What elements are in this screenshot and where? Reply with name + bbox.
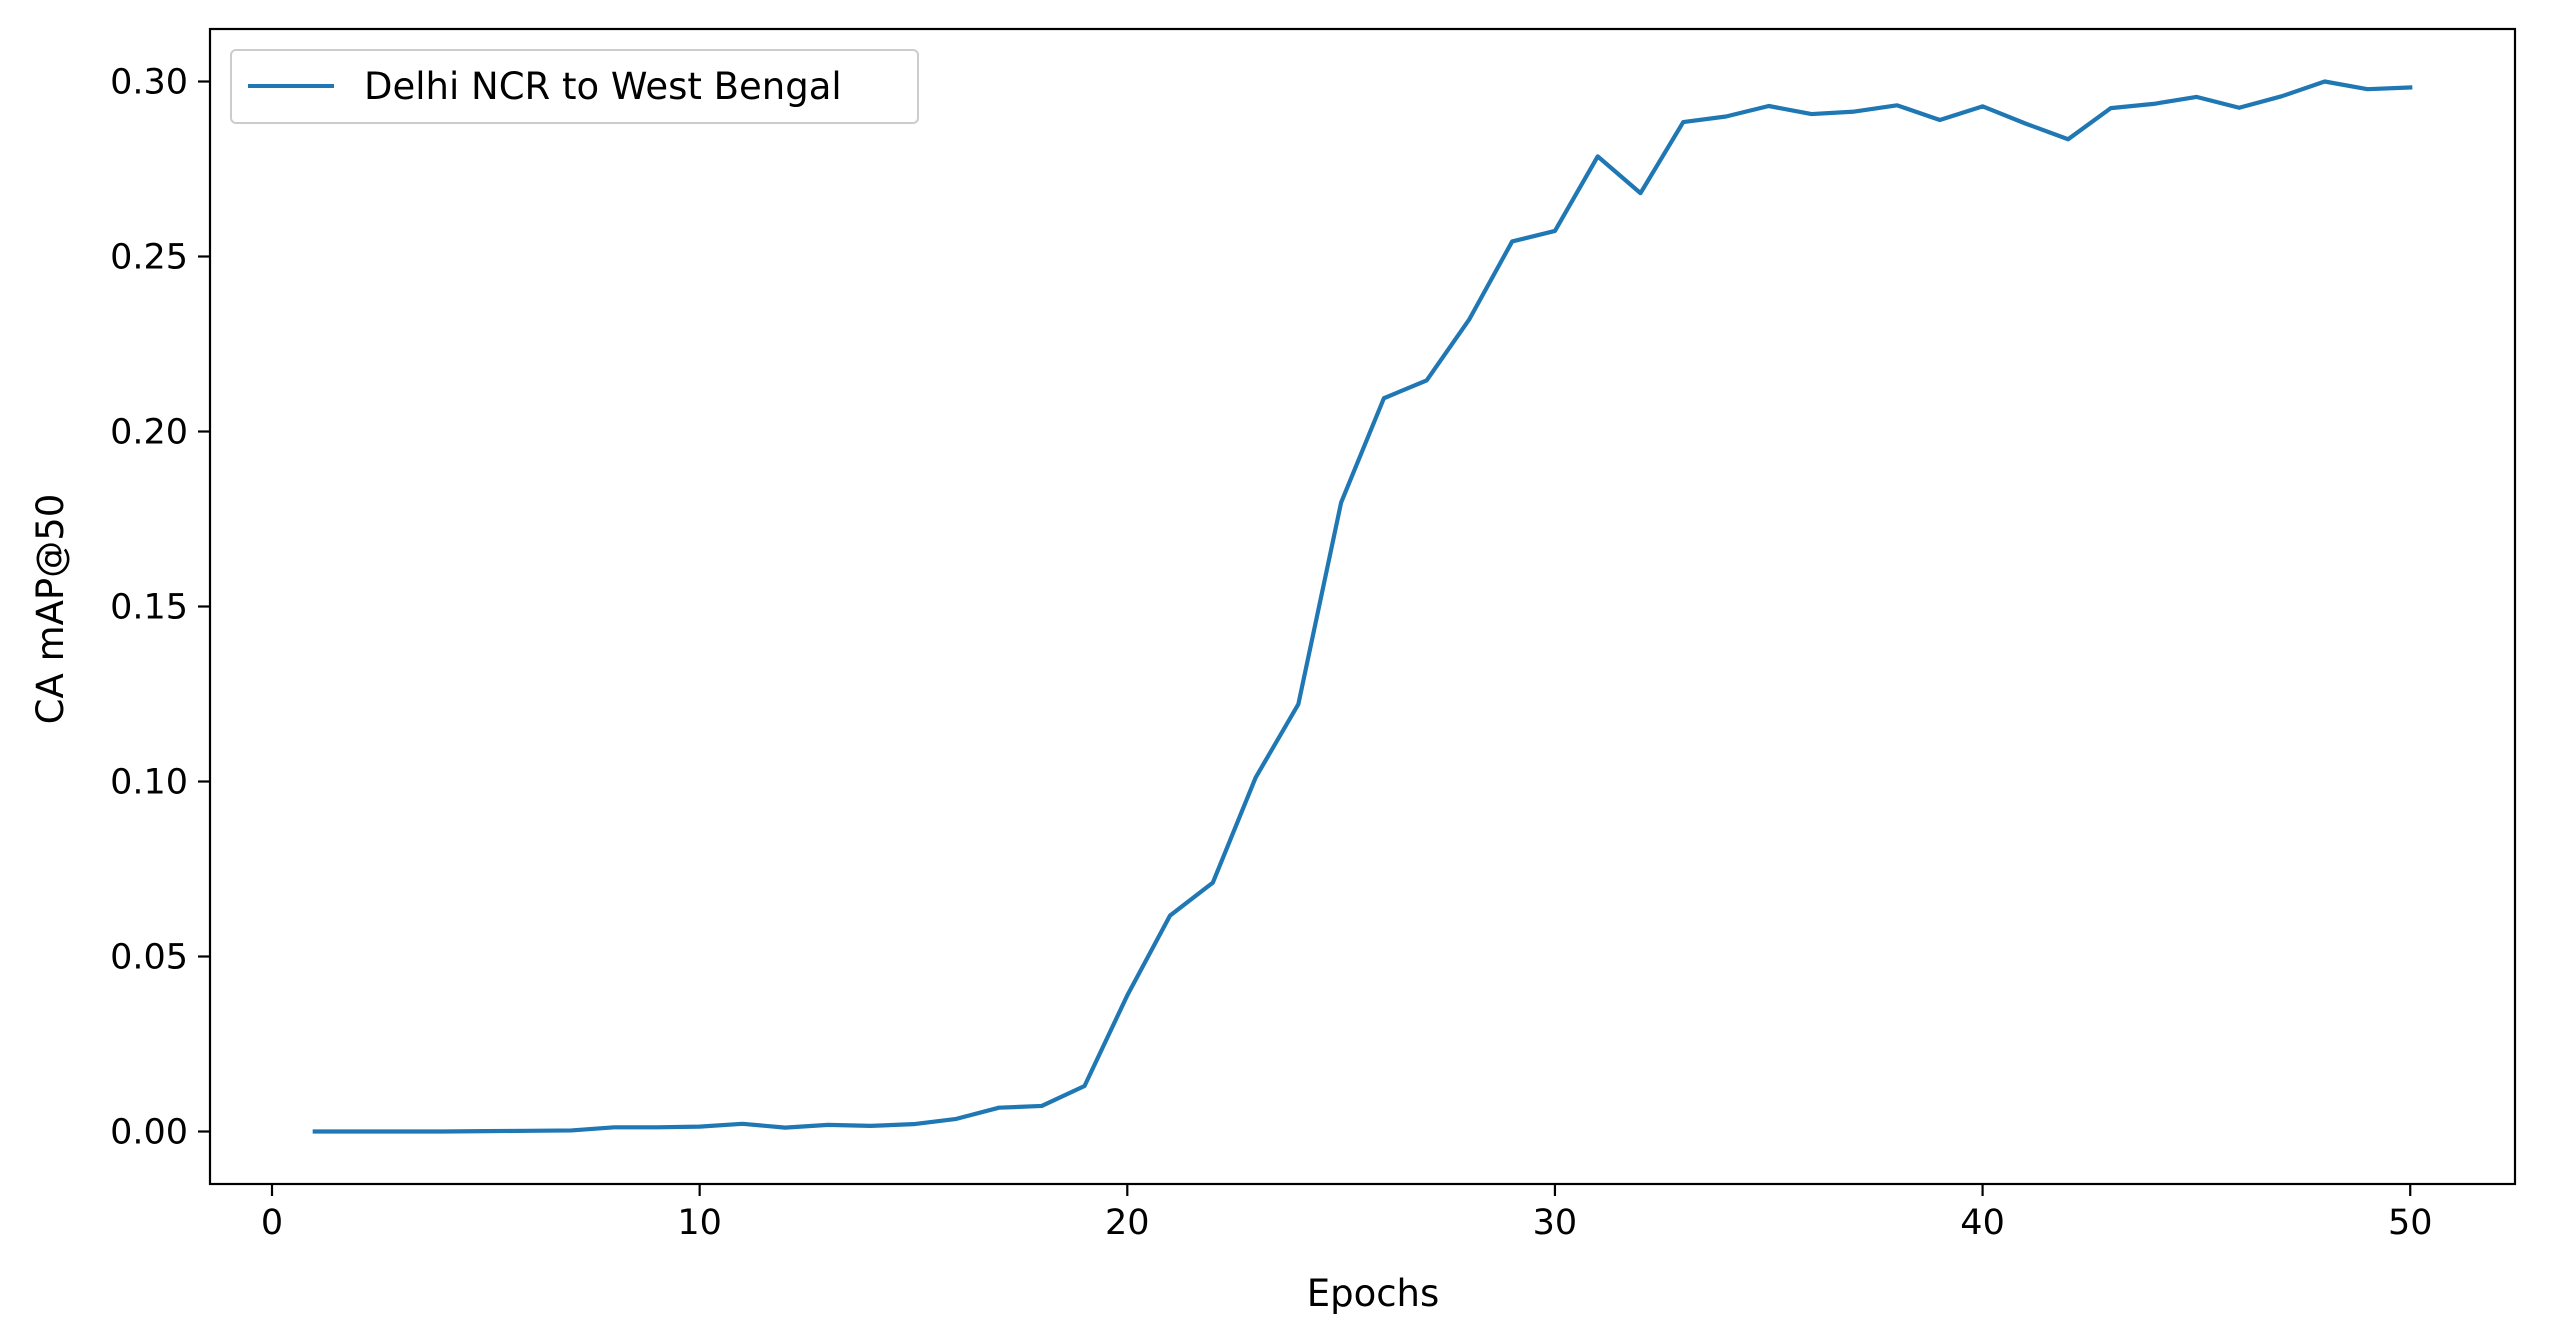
y-tick-label: 0.05 <box>110 938 188 978</box>
data-point <box>1298 704 1299 705</box>
data-point <box>1597 156 1598 157</box>
data-point <box>614 1127 615 1128</box>
data-point <box>2110 108 2111 109</box>
data-point <box>2196 96 2197 97</box>
data-point <box>827 1124 828 1125</box>
legend-box <box>230 49 919 124</box>
data-point <box>1469 319 1470 320</box>
data-point <box>1982 106 1983 107</box>
data-point <box>870 1125 871 1126</box>
data-point <box>742 1123 743 1124</box>
data-point <box>528 1130 529 1131</box>
data-point <box>956 1118 957 1119</box>
x-tick-label: 0 <box>261 1203 283 1243</box>
data-point <box>2239 107 2240 108</box>
data-point <box>314 1131 315 1132</box>
data-point <box>2324 81 2325 82</box>
data-point <box>1041 1105 1042 1106</box>
data-point <box>1897 105 1898 106</box>
legend: Delhi NCR to West Bengal <box>230 49 919 124</box>
legend-label: Delhi NCR to West Bengal <box>364 65 842 108</box>
data-point <box>999 1107 1000 1108</box>
y-tick-label: 0.15 <box>110 588 188 628</box>
data-point <box>699 1126 700 1127</box>
x-axis-label: Epochs <box>1307 1272 1440 1315</box>
data-point <box>1084 1086 1085 1087</box>
data-point <box>1811 114 1812 115</box>
data-point <box>571 1130 572 1131</box>
data-point <box>1170 915 1171 916</box>
data-point <box>913 1124 914 1125</box>
y-tick-label: 0.25 <box>110 238 188 278</box>
data-point <box>2068 139 2069 140</box>
data-point <box>400 1131 401 1132</box>
data-point <box>357 1131 358 1132</box>
data-point <box>1554 230 1555 231</box>
x-tick-label: 50 <box>2388 1203 2433 1243</box>
y-axis-label: CA mAP@50 <box>29 494 72 725</box>
series-line-0 <box>312 79 2413 1134</box>
data-point <box>785 1127 786 1128</box>
data-point <box>1127 995 1128 996</box>
data-point <box>443 1131 444 1132</box>
data-point <box>1640 193 1641 194</box>
y-tick-label: 0.00 <box>110 1113 188 1153</box>
data-point <box>2410 87 2411 88</box>
x-tick-label: 10 <box>677 1203 722 1243</box>
data-point <box>2367 89 2368 90</box>
x-tick-label: 30 <box>1533 1203 1578 1243</box>
data-point <box>1939 120 1940 121</box>
data-point <box>1255 777 1256 778</box>
data-point <box>1341 502 1342 503</box>
data-point <box>1768 106 1769 107</box>
y-tick-label: 0.30 <box>110 63 188 103</box>
x-tick-label: 20 <box>1105 1203 1150 1243</box>
data-point <box>2153 103 2154 104</box>
data-point <box>656 1127 657 1128</box>
y-tick-label: 0.20 <box>110 413 188 453</box>
data-point <box>1383 398 1384 399</box>
data-point <box>485 1131 486 1132</box>
data-point <box>1212 882 1213 883</box>
data-point <box>1854 111 1855 112</box>
data-point <box>2025 123 2026 124</box>
x-tick-label: 40 <box>1960 1203 2005 1243</box>
data-point <box>1726 116 1727 117</box>
y-tick-label: 0.10 <box>110 763 188 803</box>
axis-ticks: 0 10 20 30 40 50 0.00 0.05 0.10 0.15 0.20 0.25 0.30 <box>110 63 2432 1244</box>
data-point <box>2281 96 2282 97</box>
data-point <box>1512 241 1513 242</box>
data-point <box>1426 380 1427 381</box>
data-point <box>1683 122 1684 123</box>
